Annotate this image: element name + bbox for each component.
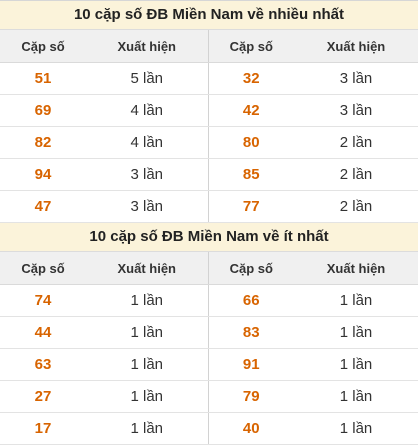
table-row: 27 1 lần 79 1 lần: [0, 380, 418, 413]
pair-number: 63: [0, 348, 86, 381]
least-frequent-title: 10 cặp số ĐB Miền Nam về ít nhất: [0, 223, 418, 252]
column-header-pair: Cặp số: [207, 30, 294, 63]
table-row: 47 3 lần 77 2 lần: [0, 190, 418, 223]
table-row: 74 1 lần 66 1 lần: [0, 284, 418, 317]
pair-number: 82: [0, 126, 86, 159]
appearance-count: 4 lần: [86, 126, 208, 159]
appearance-count: 2 lần: [294, 158, 418, 191]
pair-number: 69: [0, 94, 86, 127]
appearance-count: 5 lần: [86, 62, 208, 95]
appearance-count: 1 lần: [86, 316, 208, 349]
column-header-count: Xuất hiện: [294, 30, 418, 63]
most-frequent-title: 10 cặp số ĐB Miền Nam về nhiều nhất: [0, 1, 418, 30]
table-row: 94 3 lần 85 2 lần: [0, 158, 418, 191]
appearance-count: 1 lần: [294, 380, 418, 413]
pair-number: 91: [207, 348, 294, 381]
table-header-row: Cặp số Xuất hiện Cặp số Xuất hiện: [0, 252, 418, 285]
pair-number: 27: [0, 380, 86, 413]
least-frequent-table: Cặp số Xuất hiện Cặp số Xuất hiện 74 1 l…: [0, 252, 418, 445]
appearance-count: 4 lần: [86, 94, 208, 127]
column-header-pair: Cặp số: [207, 252, 294, 285]
appearance-count: 1 lần: [86, 412, 208, 445]
appearance-count: 3 lần: [86, 158, 208, 191]
appearance-count: 1 lần: [294, 348, 418, 381]
pair-number: 42: [207, 94, 294, 127]
appearance-count: 2 lần: [294, 126, 418, 159]
table-row: 69 4 lần 42 3 lần: [0, 94, 418, 127]
pair-number: 44: [0, 316, 86, 349]
column-header-pair: Cặp số: [0, 252, 86, 285]
column-header-count: Xuất hiện: [294, 252, 418, 285]
appearance-count: 1 lần: [294, 316, 418, 349]
pair-number: 83: [207, 316, 294, 349]
pair-number: 94: [0, 158, 86, 191]
column-header-count: Xuất hiện: [86, 30, 208, 63]
appearance-count: 1 lần: [86, 284, 208, 317]
pair-number: 79: [207, 380, 294, 413]
column-header-pair: Cặp số: [0, 30, 86, 63]
appearance-count: 1 lần: [294, 412, 418, 445]
column-header-count: Xuất hiện: [86, 252, 208, 285]
table-row: 44 1 lần 83 1 lần: [0, 316, 418, 349]
pair-number: 32: [207, 62, 294, 95]
pair-number: 47: [0, 190, 86, 223]
pair-number: 85: [207, 158, 294, 191]
table-row: 82 4 lần 80 2 lần: [0, 126, 418, 159]
table-row: 51 5 lần 32 3 lần: [0, 62, 418, 95]
pair-number: 74: [0, 284, 86, 317]
appearance-count: 1 lần: [86, 348, 208, 381]
appearance-count: 3 lần: [86, 190, 208, 223]
pair-number: 66: [207, 284, 294, 317]
most-frequent-table: Cặp số Xuất hiện Cặp số Xuất hiện 51 5 l…: [0, 30, 418, 223]
appearance-count: 1 lần: [86, 380, 208, 413]
appearance-count: 3 lần: [294, 62, 418, 95]
table-row: 17 1 lần 40 1 lần: [0, 412, 418, 445]
pair-number: 80: [207, 126, 294, 159]
table-row: 63 1 lần 91 1 lần: [0, 348, 418, 381]
pair-number: 40: [207, 412, 294, 445]
pair-number: 77: [207, 190, 294, 223]
table-header-row: Cặp số Xuất hiện Cặp số Xuất hiện: [0, 30, 418, 63]
appearance-count: 2 lần: [294, 190, 418, 223]
appearance-count: 3 lần: [294, 94, 418, 127]
appearance-count: 1 lần: [294, 284, 418, 317]
pair-number: 17: [0, 412, 86, 445]
pair-number: 51: [0, 62, 86, 95]
